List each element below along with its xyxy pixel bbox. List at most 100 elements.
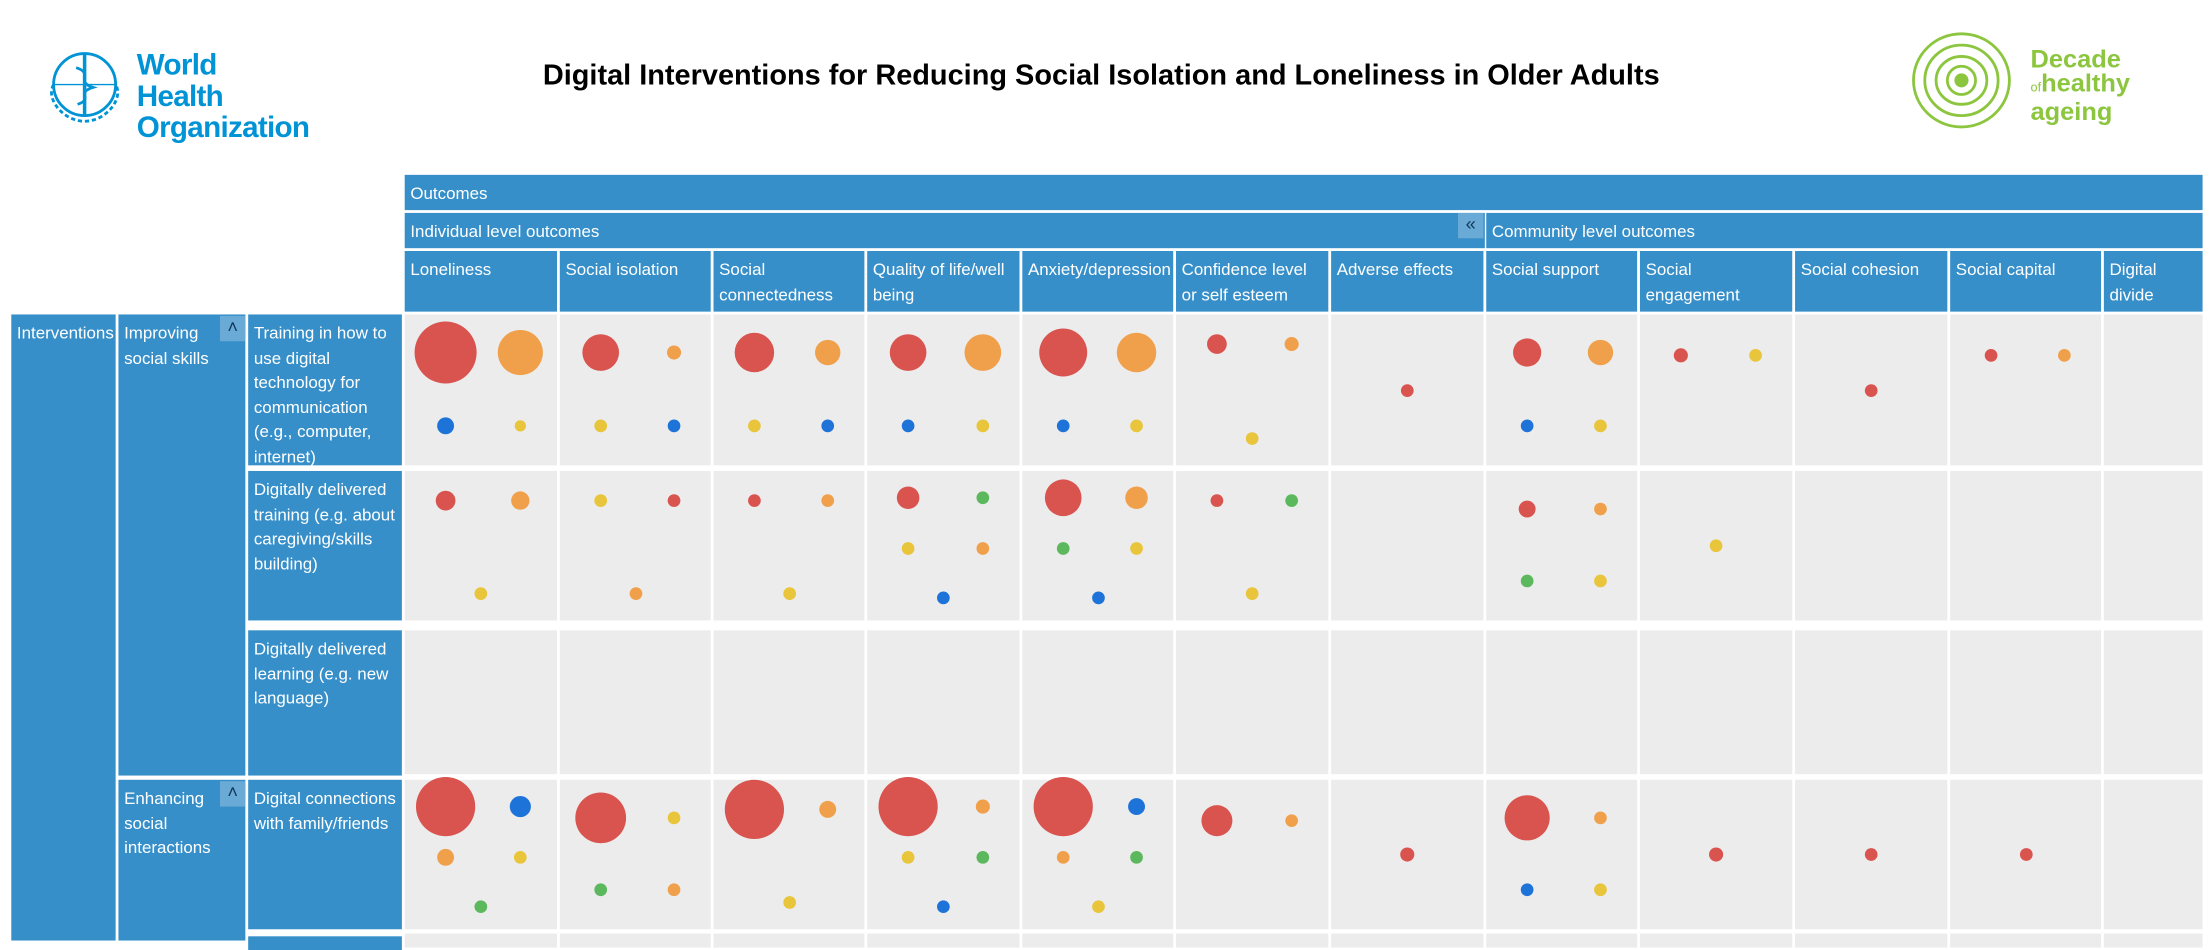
collapse-category-button[interactable]: ˄ [219, 781, 246, 807]
orange-evidence-bubble[interactable] [668, 884, 681, 897]
green-evidence-bubble[interactable] [1130, 851, 1144, 864]
blue-evidence-bubble[interactable] [668, 419, 681, 433]
red-evidence-bubble[interactable] [1400, 847, 1415, 862]
evidence-cell[interactable] [1176, 314, 1329, 466]
yellow-evidence-bubble[interactable] [1709, 539, 1723, 553]
orange-evidence-bubble[interactable] [815, 339, 841, 365]
red-evidence-bubble[interactable] [2019, 848, 2032, 861]
red-evidence-bubble[interactable] [435, 490, 456, 511]
orange-evidence-bubble[interactable] [437, 849, 455, 866]
red-evidence-bubble[interactable] [1512, 338, 1542, 367]
yellow-evidence-bubble[interactable] [1594, 575, 1608, 588]
evidence-cell[interactable] [2103, 630, 2203, 775]
green-evidence-bubble[interactable] [976, 851, 990, 864]
red-evidence-bubble[interactable] [575, 791, 626, 843]
orange-evidence-bubble[interactable] [976, 542, 990, 556]
yellow-evidence-bubble[interactable] [901, 851, 915, 864]
blue-evidence-bubble[interactable] [821, 419, 835, 433]
orange-evidence-bubble[interactable] [1056, 851, 1070, 864]
red-evidence-bubble[interactable] [724, 780, 784, 840]
orange-evidence-bubble[interactable] [975, 799, 991, 814]
yellow-evidence-bubble[interactable] [1130, 542, 1144, 556]
yellow-evidence-bubble[interactable] [747, 419, 761, 433]
red-evidence-bubble[interactable] [1864, 848, 1878, 861]
orange-evidence-bubble[interactable] [821, 494, 835, 508]
evidence-cell[interactable] [713, 314, 865, 466]
evidence-cell[interactable] [713, 470, 865, 621]
evidence-cell[interactable] [2103, 314, 2203, 466]
evidence-cell[interactable] [404, 470, 557, 621]
orange-evidence-bubble[interactable] [511, 491, 530, 511]
red-evidence-bubble[interactable] [1864, 383, 1878, 397]
red-evidence-bubble[interactable] [1400, 383, 1414, 397]
evidence-cell[interactable] [404, 777, 557, 930]
evidence-cell[interactable] [1486, 470, 1638, 621]
evidence-cell[interactable] [867, 314, 1020, 466]
orange-evidence-bubble[interactable] [628, 587, 642, 600]
evidence-cell[interactable] [1950, 630, 2102, 775]
evidence-cell[interactable] [867, 630, 1020, 775]
evidence-cell[interactable] [713, 630, 865, 775]
evidence-cell[interactable] [867, 777, 1020, 930]
yellow-evidence-bubble[interactable] [782, 895, 796, 909]
evidence-cell[interactable] [559, 779, 711, 930]
yellow-evidence-bubble[interactable] [474, 587, 488, 600]
evidence-cell[interactable] [404, 630, 557, 775]
evidence-cell[interactable] [559, 470, 711, 621]
yellow-evidence-bubble[interactable] [1245, 431, 1259, 445]
orange-evidence-bubble[interactable] [964, 333, 1002, 371]
red-evidence-bubble[interactable] [1044, 479, 1082, 517]
red-evidence-bubble[interactable] [1984, 348, 1998, 362]
yellow-evidence-bubble[interactable] [1594, 419, 1608, 433]
yellow-evidence-bubble[interactable] [1749, 348, 1763, 362]
evidence-cell[interactable] [1176, 630, 1329, 775]
blue-evidence-bubble[interactable] [509, 796, 532, 818]
orange-evidence-bubble[interactable] [1125, 486, 1149, 510]
yellow-evidence-bubble[interactable] [514, 851, 527, 864]
yellow-evidence-bubble[interactable] [782, 587, 796, 600]
yellow-evidence-bubble[interactable] [514, 420, 527, 432]
red-evidence-bubble[interactable] [1033, 777, 1093, 837]
red-evidence-bubble[interactable] [1504, 794, 1550, 840]
evidence-cell[interactable] [1639, 470, 1793, 621]
yellow-evidence-bubble[interactable] [594, 419, 607, 433]
blue-evidence-bubble[interactable] [1520, 419, 1534, 433]
green-evidence-bubble[interactable] [474, 900, 488, 914]
red-evidence-bubble[interactable] [1201, 804, 1233, 836]
blue-evidence-bubble[interactable] [1056, 419, 1070, 433]
orange-evidence-bubble[interactable] [2058, 348, 2072, 362]
green-evidence-bubble[interactable] [1285, 494, 1299, 508]
evidence-cell[interactable] [559, 314, 711, 466]
yellow-evidence-bubble[interactable] [1130, 419, 1144, 433]
evidence-cell[interactable] [1795, 470, 1948, 621]
yellow-evidence-bubble[interactable] [1091, 900, 1105, 914]
evidence-cell[interactable] [1639, 779, 1793, 930]
orange-evidence-bubble[interactable] [1117, 332, 1157, 372]
yellow-evidence-bubble[interactable] [1245, 587, 1259, 600]
green-evidence-bubble[interactable] [1520, 575, 1534, 588]
evidence-cell[interactable] [1639, 314, 1793, 466]
blue-evidence-bubble[interactable] [937, 900, 950, 914]
evidence-cell[interactable] [1176, 779, 1329, 930]
blue-evidence-bubble[interactable] [901, 419, 915, 433]
red-evidence-bubble[interactable] [878, 777, 938, 837]
green-evidence-bubble[interactable] [1056, 542, 1070, 556]
orange-evidence-bubble[interactable] [1588, 339, 1614, 365]
evidence-cell[interactable] [1331, 470, 1484, 621]
red-evidence-bubble[interactable] [414, 321, 477, 384]
evidence-cell[interactable] [404, 314, 557, 466]
orange-evidence-bubble[interactable] [819, 801, 837, 819]
evidence-cell[interactable] [1795, 630, 1948, 775]
blue-evidence-bubble[interactable] [937, 591, 950, 605]
yellow-evidence-bubble[interactable] [594, 494, 607, 508]
evidence-cell[interactable] [1022, 777, 1174, 930]
evidence-cell[interactable] [1176, 470, 1329, 621]
evidence-cell[interactable] [2103, 779, 2203, 930]
red-evidence-bubble[interactable] [734, 332, 774, 372]
red-evidence-bubble[interactable] [1039, 328, 1088, 377]
red-evidence-bubble[interactable] [1210, 494, 1224, 508]
evidence-cell[interactable] [1331, 630, 1484, 775]
red-evidence-bubble[interactable] [1709, 847, 1724, 862]
collapse-category-button[interactable]: ˄ [219, 315, 246, 342]
red-evidence-bubble[interactable] [582, 333, 619, 371]
